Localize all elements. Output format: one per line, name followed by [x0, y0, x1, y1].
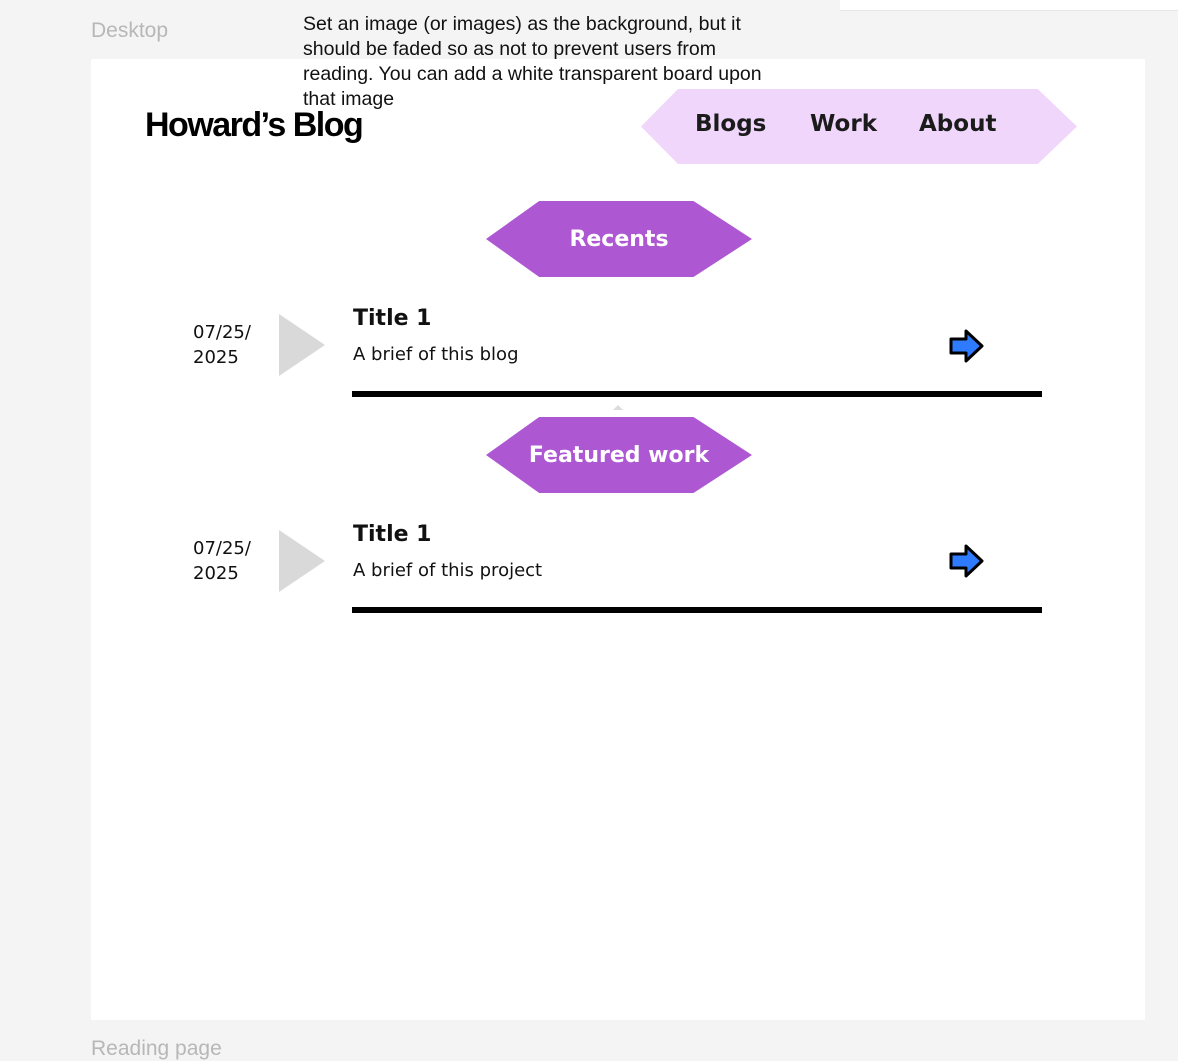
featured-entry-date-line2: 2025	[193, 563, 239, 584]
featured-entry-date: 07/25/ 2025	[193, 536, 273, 586]
canvas-top-panel	[840, 0, 1178, 11]
recent-entry-date: 07/25/ 2025	[193, 320, 273, 370]
recent-entry-thumbnail-triangle	[279, 314, 325, 376]
frame-label-reading-page[interactable]: Reading page	[91, 1037, 222, 1060]
frame-label-desktop[interactable]: Desktop	[91, 19, 169, 42]
featured-entry-thumbnail-triangle	[279, 530, 325, 592]
recent-entry-title[interactable]: Title 1	[353, 306, 432, 331]
recent-entry-divider	[352, 391, 1042, 397]
site-logo[interactable]: Howard’s Blog	[145, 106, 364, 144]
nav-item-work[interactable]: Work	[810, 111, 877, 137]
recent-entry-date-line2: 2025	[193, 347, 239, 368]
right-arrow-icon[interactable]	[948, 542, 986, 580]
featured-entry-title[interactable]: Title 1	[353, 522, 432, 547]
nav-item-blogs[interactable]: Blogs	[695, 111, 767, 137]
caret-up-icon	[613, 405, 623, 410]
design-annotation-note: Set an image (or images) as the backgrou…	[303, 13, 762, 110]
featured-entry-date-line1: 07/25/	[193, 538, 251, 559]
recent-entry-brief: A brief of this blog	[353, 344, 519, 365]
right-arrow-icon[interactable]	[948, 327, 986, 365]
nav-item-about[interactable]: About	[919, 111, 997, 137]
recent-entry-date-line1: 07/25/	[193, 322, 251, 343]
featured-entry-divider	[352, 607, 1042, 613]
featured-work-section-badge: Featured work	[486, 417, 752, 493]
recents-section-badge: Recents	[486, 201, 752, 277]
featured-entry-brief: A brief of this project	[353, 560, 543, 581]
main-nav: Blogs Work About	[641, 89, 1077, 164]
